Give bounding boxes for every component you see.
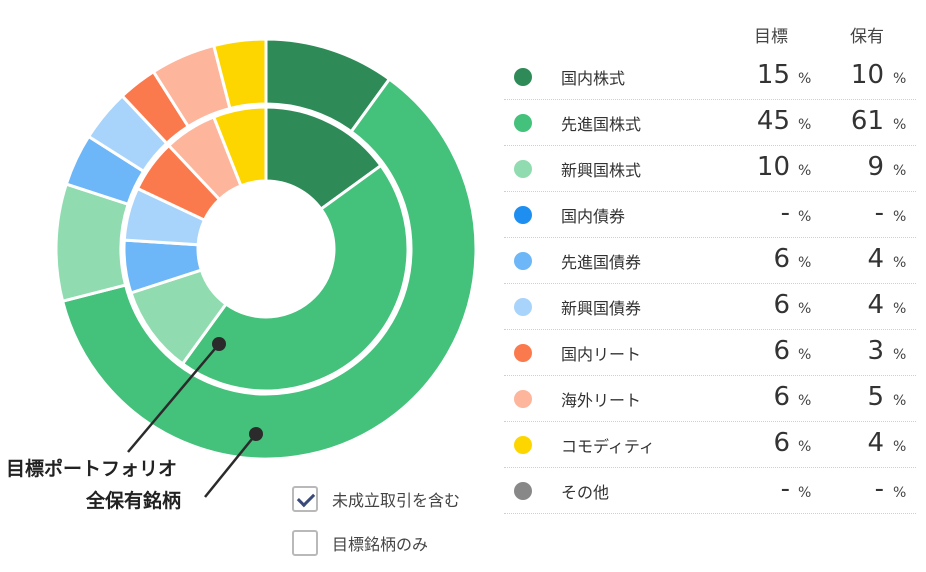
target-percent-value: 15 <box>756 60 790 90</box>
holdings-slice-8 <box>211 37 268 111</box>
holding-percent-unit: % <box>893 393 907 409</box>
legend-row: 国内株式 15% 10% <box>504 54 916 100</box>
target-percent-unit: % <box>798 117 812 133</box>
legend-row: 国内債券 -% -% <box>504 192 916 238</box>
include-pending-checkbox[interactable] <box>292 486 318 512</box>
holding-percent-value: 9 <box>867 152 884 182</box>
legend-row: 先進国債券 6% 4% <box>504 238 916 284</box>
holding-percent-unit: % <box>893 117 907 133</box>
legend-row: 新興国債券 6% 4% <box>504 284 916 330</box>
target-slice-8 <box>211 105 268 188</box>
asset-class-name: 先進国債券 <box>561 252 642 272</box>
legend-row: その他 -% -% <box>504 468 916 514</box>
legend-color-dot <box>514 67 532 86</box>
legend-color-dot <box>514 113 532 132</box>
target-percent-unit: % <box>798 439 812 455</box>
include-pending-label: 未成立取引を含む <box>332 491 461 510</box>
asset-class-name: 先進国株式 <box>561 114 642 134</box>
target-percent-value: 6 <box>773 244 790 274</box>
target-percent-value: 6 <box>773 290 790 320</box>
target-slice-1 <box>180 163 410 393</box>
target-percent-value: 6 <box>773 428 790 458</box>
holding-percent-value: 4 <box>867 244 884 274</box>
target-percent-unit: % <box>798 163 812 179</box>
holding-percent-unit: % <box>893 163 907 179</box>
target-portfolio-label: 目標ポートフォリオ <box>6 458 178 480</box>
holding-percent-unit: % <box>893 301 907 317</box>
inner-ring-target <box>122 105 410 393</box>
target-column-header: 目標 <box>754 27 788 47</box>
all-holdings-label: 全保有銘柄 <box>86 490 182 512</box>
target-percent-unit: % <box>798 255 812 271</box>
target-only-option[interactable]: 目標銘柄のみ <box>292 528 460 558</box>
legend-color-dot <box>514 205 532 224</box>
target-percent-value: - <box>780 474 790 504</box>
legend-color-dot <box>514 481 532 500</box>
asset-class-name: 国内債券 <box>561 206 626 226</box>
holding-percent-value: - <box>874 474 884 504</box>
legend-table: 目標 保有 国内株式 15% 10% 先進国株式 45% 61% 新興国株式 10% 9% 国内債… <box>504 14 916 514</box>
holding-percent-unit: % <box>893 255 907 271</box>
filter-options: 未成立取引を含む 目標銘柄のみ <box>292 484 460 572</box>
legend-color-dot <box>514 343 532 362</box>
legend-row: 新興国株式 10% 9% <box>504 146 916 192</box>
legend-color-dot <box>514 159 532 178</box>
legend-color-dot <box>514 389 532 408</box>
holding-percent-unit: % <box>893 439 907 455</box>
legend-row: 国内リート 6% 3% <box>504 330 916 376</box>
holding-percent-value: 61 <box>850 106 884 136</box>
holding-percent-value: 3 <box>867 336 884 366</box>
legend-color-dot <box>514 435 532 454</box>
holding-percent-unit: % <box>893 209 907 225</box>
holding-percent-value: 4 <box>867 290 884 320</box>
holding-percent-unit: % <box>893 71 907 87</box>
legend-row: コモディティ 6% 4% <box>504 422 916 468</box>
holding-percent-value: 4 <box>867 428 884 458</box>
target-percent-value: 6 <box>773 382 790 412</box>
target-only-label: 目標銘柄のみ <box>332 535 429 554</box>
holding-percent-value: 10 <box>850 60 884 90</box>
holding-percent-value: - <box>874 198 884 228</box>
outer-ring-holdings <box>54 37 478 461</box>
target-percent-value: 10 <box>756 152 790 182</box>
target-percent-value: - <box>780 198 790 228</box>
target-percent-unit: % <box>798 209 812 225</box>
target-percent-unit: % <box>798 347 812 363</box>
target-percent-unit: % <box>798 71 812 87</box>
legend-row: 先進国株式 45% 61% <box>504 100 916 146</box>
target-only-checkbox[interactable] <box>292 530 318 556</box>
target-percent-unit: % <box>798 301 812 317</box>
target-percent-value: 45 <box>756 106 790 136</box>
target-percent-unit: % <box>798 393 812 409</box>
legend-color-dot <box>514 251 532 270</box>
target-percent-value: 6 <box>773 336 790 366</box>
asset-class-name: コモディティ <box>561 436 655 456</box>
legend-rows: 国内株式 15% 10% 先進国株式 45% 61% 新興国株式 10% 9% 国内債券 -% -% 先… <box>504 54 916 514</box>
asset-class-name: その他 <box>561 482 610 502</box>
holding-column-header: 保有 <box>850 27 884 47</box>
asset-class-name: 国内リート <box>561 344 642 364</box>
holding-percent-unit: % <box>893 347 907 363</box>
target-percent-unit: % <box>798 485 812 501</box>
asset-class-name: 新興国株式 <box>561 160 642 180</box>
legend-row: 海外リート 6% 5% <box>504 376 916 422</box>
asset-class-name: 新興国債券 <box>561 298 642 318</box>
holding-percent-value: 5 <box>867 382 884 412</box>
holding-percent-unit: % <box>893 485 907 501</box>
asset-class-name: 海外リート <box>561 390 642 410</box>
legend-color-dot <box>514 297 532 316</box>
include-pending-option[interactable]: 未成立取引を含む <box>292 484 460 514</box>
asset-class-name: 国内株式 <box>561 68 626 88</box>
holdings-slice-1 <box>60 77 478 461</box>
callout-lines <box>127 337 263 498</box>
